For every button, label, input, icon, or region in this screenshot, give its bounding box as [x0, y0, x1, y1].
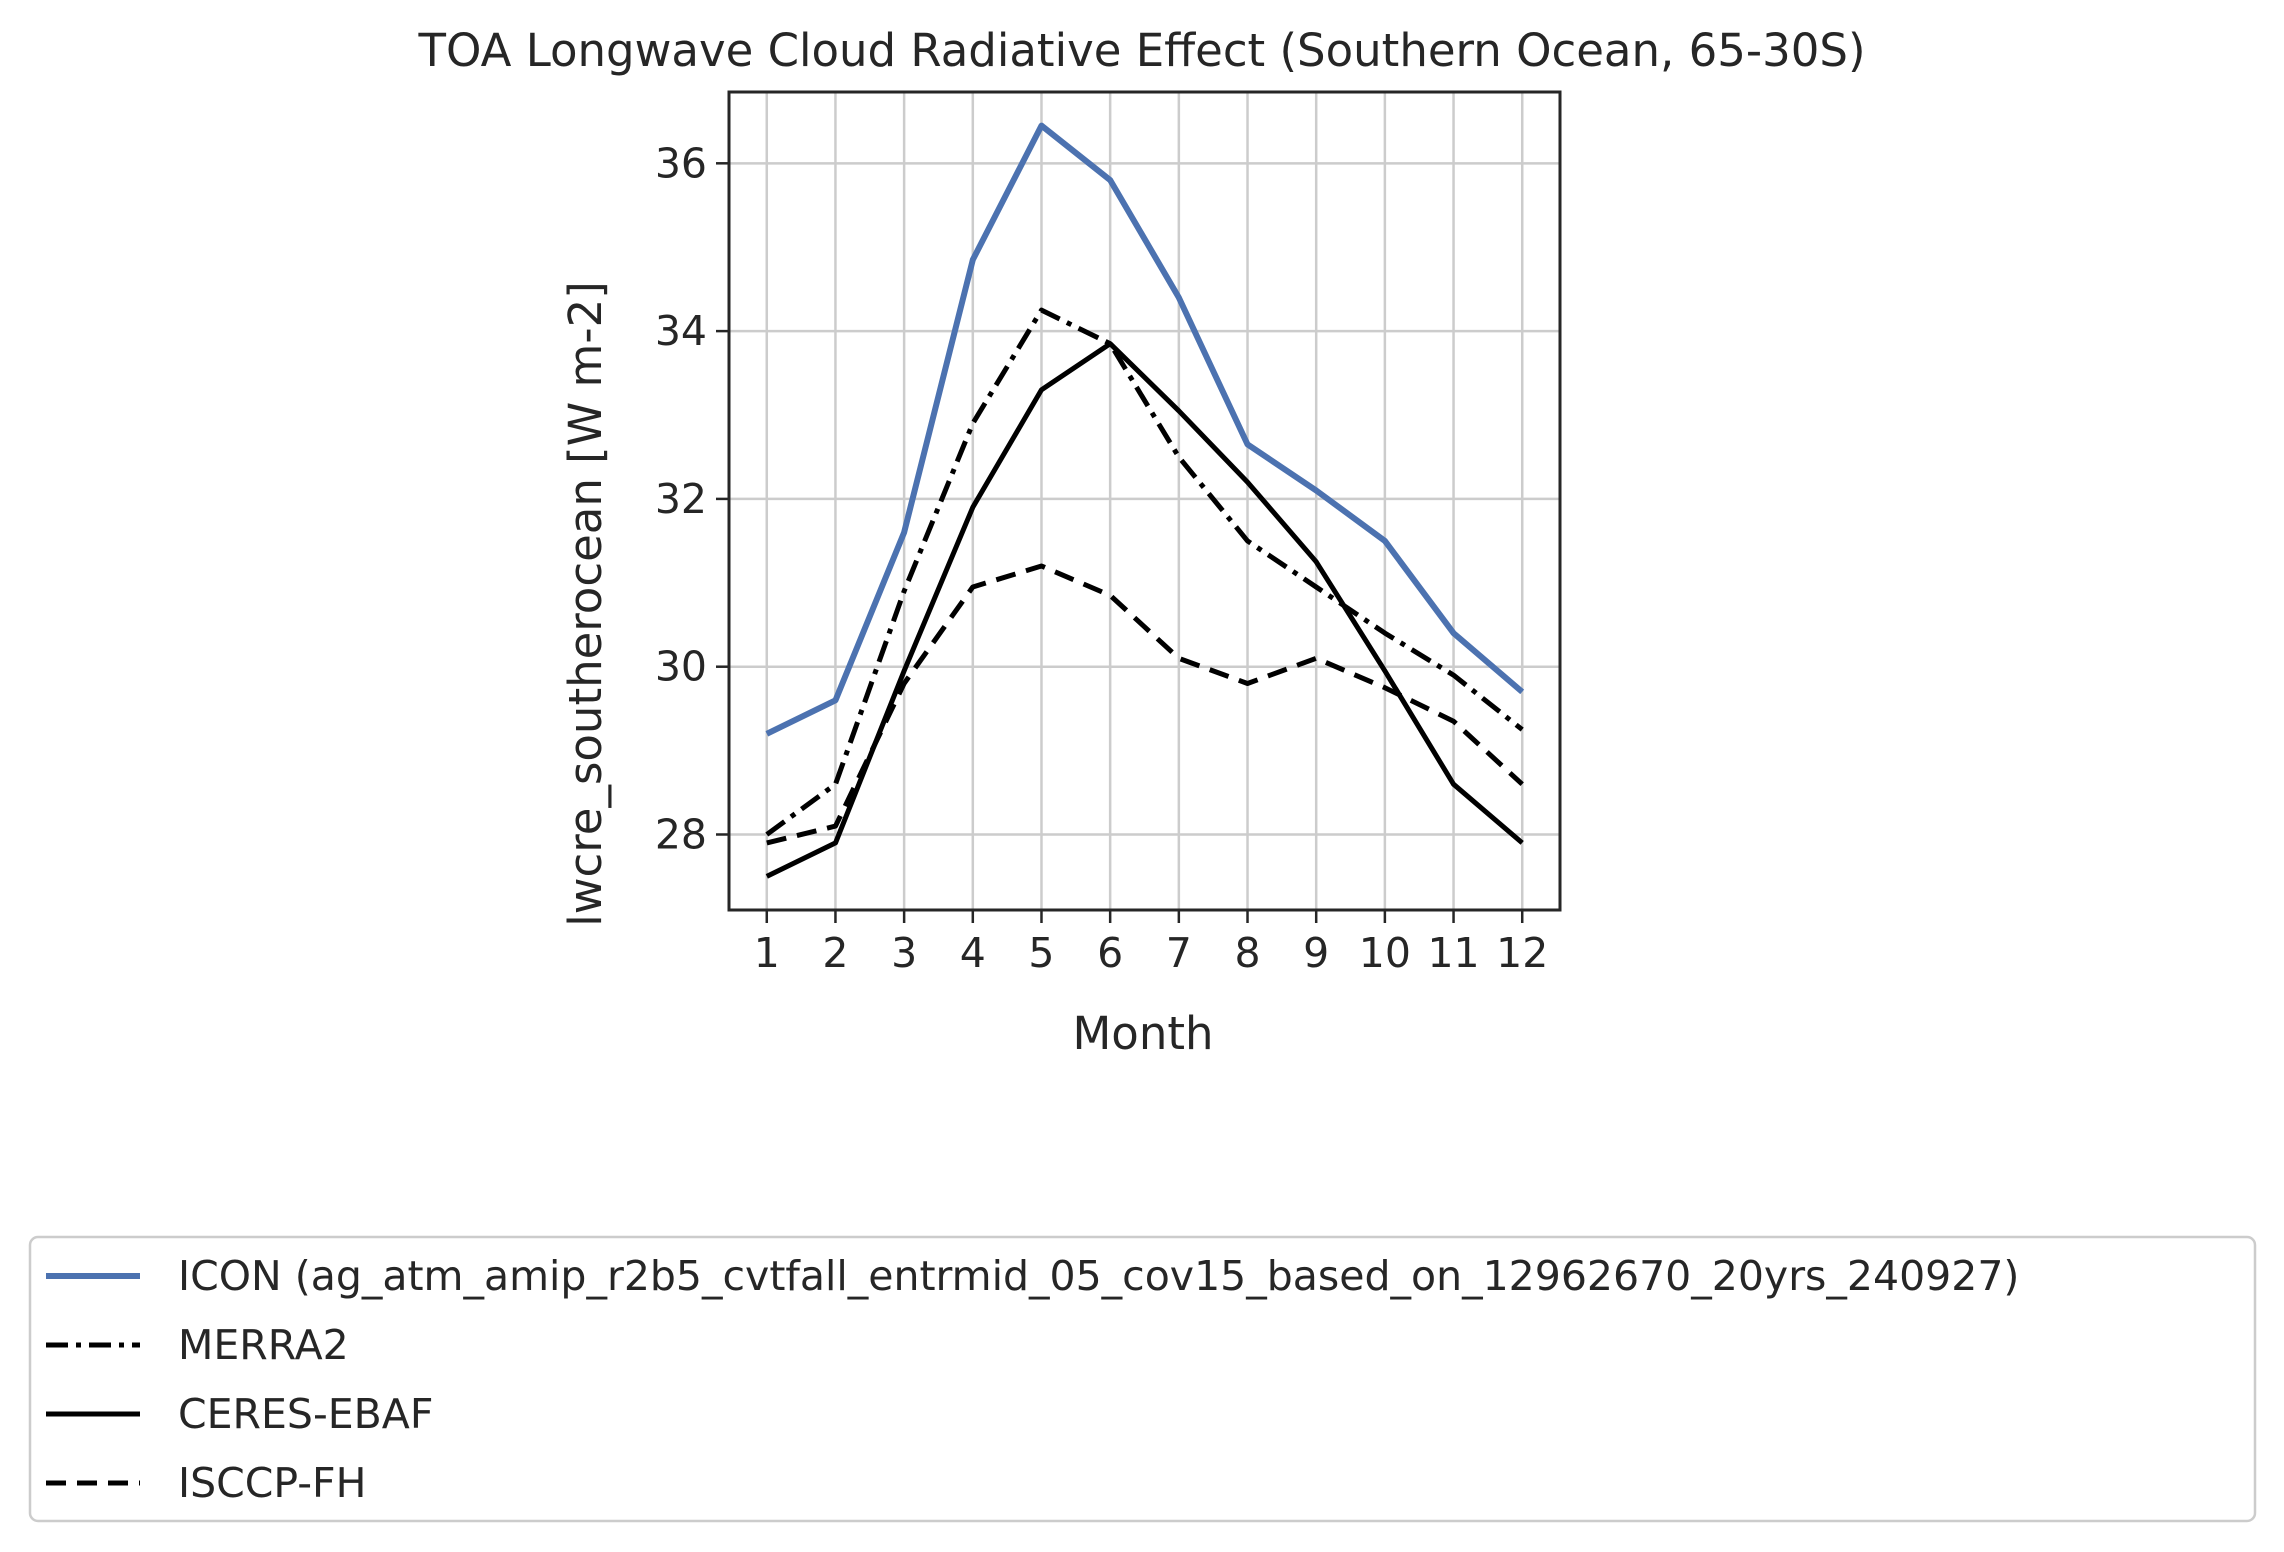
legend-frame	[28, 1235, 2257, 1523]
y-axis-label: lwcre_southerocean [W m-2]	[559, 281, 612, 927]
x-tick-label: 12	[1496, 929, 1548, 977]
x-tick-label: 3	[891, 929, 917, 977]
x-tick-label: 10	[1359, 929, 1411, 977]
y-tick-label: 28	[655, 810, 707, 858]
y-tick-label: 34	[655, 307, 707, 355]
plot-frame	[727, 90, 1562, 912]
legend-label: MERRA2	[178, 1321, 349, 1369]
x-tick-label: 2	[822, 929, 848, 977]
grid	[729, 92, 1560, 910]
chart-title: TOA Longwave Cloud Radiative Effect (Sou…	[417, 24, 1865, 77]
series-line-isccp-fh	[766, 563, 1524, 846]
x-axis-label: Month	[1072, 1007, 1213, 1060]
y-tick-label: 36	[655, 139, 707, 187]
x-tick-label: 9	[1303, 929, 1329, 977]
legend-label: ICON (ag_atm_amip_r2b5_cvtfall_entrmid_0…	[178, 1252, 2019, 1300]
series-line-ceres-ebaf	[765, 341, 1524, 879]
series-line-icon	[765, 122, 1525, 737]
x-tick-label: 7	[1166, 929, 1192, 977]
x-tick-label: 8	[1234, 929, 1260, 977]
legend: ICON (ag_atm_amip_r2b5_cvtfall_entrmid_0…	[28, 1235, 2257, 1523]
x-tick-label: 1	[754, 929, 780, 977]
y-tick-label: 32	[655, 475, 707, 523]
series-lines	[765, 122, 1525, 879]
y-tick-label: 30	[655, 643, 707, 691]
series-line-merra2	[765, 307, 1524, 837]
legend-label: CERES-EBAF	[178, 1390, 433, 1438]
x-tick-label: 11	[1427, 929, 1479, 977]
x-tick-label: 6	[1097, 929, 1123, 977]
legend-label: ISCCP-FH	[178, 1459, 366, 1507]
x-tick-label: 4	[960, 929, 986, 977]
x-tick-label: 5	[1028, 929, 1054, 977]
